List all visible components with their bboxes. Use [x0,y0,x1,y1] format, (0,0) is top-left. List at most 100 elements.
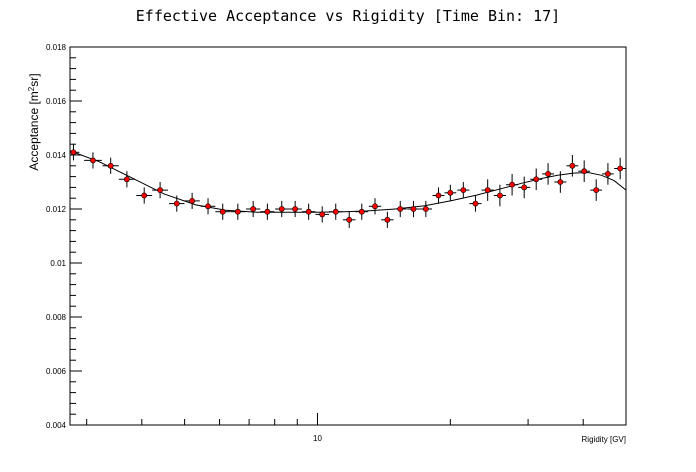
point-marker [173,200,180,207]
point-marker [397,206,404,212]
data-point [368,198,382,215]
y-axis-label-superscript: 2 [27,86,36,91]
point-marker [605,170,611,177]
data-point [184,192,200,209]
data-point [355,203,369,220]
point-marker [346,216,353,223]
y-tick-label: 0.012 [46,205,67,214]
y-axis-label: Acceptance [m2sr] [27,73,42,170]
y-tick-label: 0.006 [46,367,67,376]
point-marker [205,203,211,210]
data-point [457,182,470,199]
data-point [301,203,316,220]
point-marker [189,197,196,204]
data-point [554,171,567,193]
point-marker [107,162,114,169]
point-marker [410,206,417,212]
point-marker [581,168,588,175]
data-point [260,203,275,220]
plot-frame [69,46,627,426]
data-point [469,195,482,212]
point-marker [447,189,454,196]
data-point [614,157,626,180]
point-marker [460,187,467,193]
point-marker [384,216,391,223]
data-point [506,173,519,196]
point-marker [358,208,365,215]
point-marker [593,187,600,193]
data-point [432,187,445,204]
data-point [200,198,216,215]
y-tick-label: 0.016 [46,97,67,106]
data-point [419,200,433,218]
data-point [152,182,169,199]
point-marker [234,208,241,215]
point-marker [219,208,226,215]
point-marker [472,200,479,207]
data-point [169,195,185,212]
data-point [84,152,102,169]
point-marker [521,184,528,191]
point-marker [90,157,96,164]
data-point [493,184,506,207]
y-axis-label-main: Acceptance [m [27,91,41,170]
y-tick-label: 0.01 [50,259,66,268]
point-marker [157,187,163,193]
point-marker [278,206,285,212]
y-axis-label-tail: sr] [27,73,41,86]
point-marker [70,149,77,156]
point-marker [292,206,299,212]
data-point [288,200,302,218]
point-marker [484,187,491,193]
point-marker [569,162,576,169]
point-marker [123,176,130,183]
point-marker [509,181,515,188]
x-tick-label: 10 [313,434,322,443]
y-axis: 0.004 0.006 0.008 0.01 0.012 0.014 0.016 0.018 [46,43,82,430]
data-point [393,200,407,218]
point-marker [332,208,339,215]
data-point [275,200,289,218]
data-point [70,144,80,161]
x-axis-label: Rigidity [GV] [582,435,626,444]
y-tick-label: 0.018 [46,43,67,52]
x-axis: 10 [86,413,627,443]
data-point [215,203,231,220]
chart-title: Effective Acceptance vs Rigidity [Time B… [136,7,560,25]
point-marker [617,165,624,172]
point-marker [497,192,503,199]
data-point [118,171,135,188]
point-marker [264,208,271,215]
fit-curve [69,150,627,213]
data-point [542,163,555,185]
data-point [102,157,119,174]
point-marker [545,170,551,177]
data-point [329,203,343,220]
data-point [518,176,531,199]
data-point [136,187,153,204]
point-marker [141,192,148,199]
point-marker [372,203,378,210]
y-tick-label: 0.014 [46,151,67,160]
data-point [578,160,591,182]
point-marker [533,176,540,183]
point-marker [305,208,312,215]
data-point [230,203,246,220]
y-tick-label: 0.008 [46,313,67,322]
y-tick-label: 0.004 [46,421,67,430]
point-marker [435,192,442,199]
data-point [444,184,457,201]
data-points [70,144,626,228]
data-point [246,200,261,218]
data-point [590,179,603,201]
data-point [407,200,420,218]
point-marker [557,179,564,185]
point-marker [319,211,326,218]
data-point [566,155,579,177]
data-point [481,179,494,201]
point-marker [250,206,257,212]
point-marker [422,206,429,212]
data-point [530,168,543,191]
data-point [381,211,394,228]
